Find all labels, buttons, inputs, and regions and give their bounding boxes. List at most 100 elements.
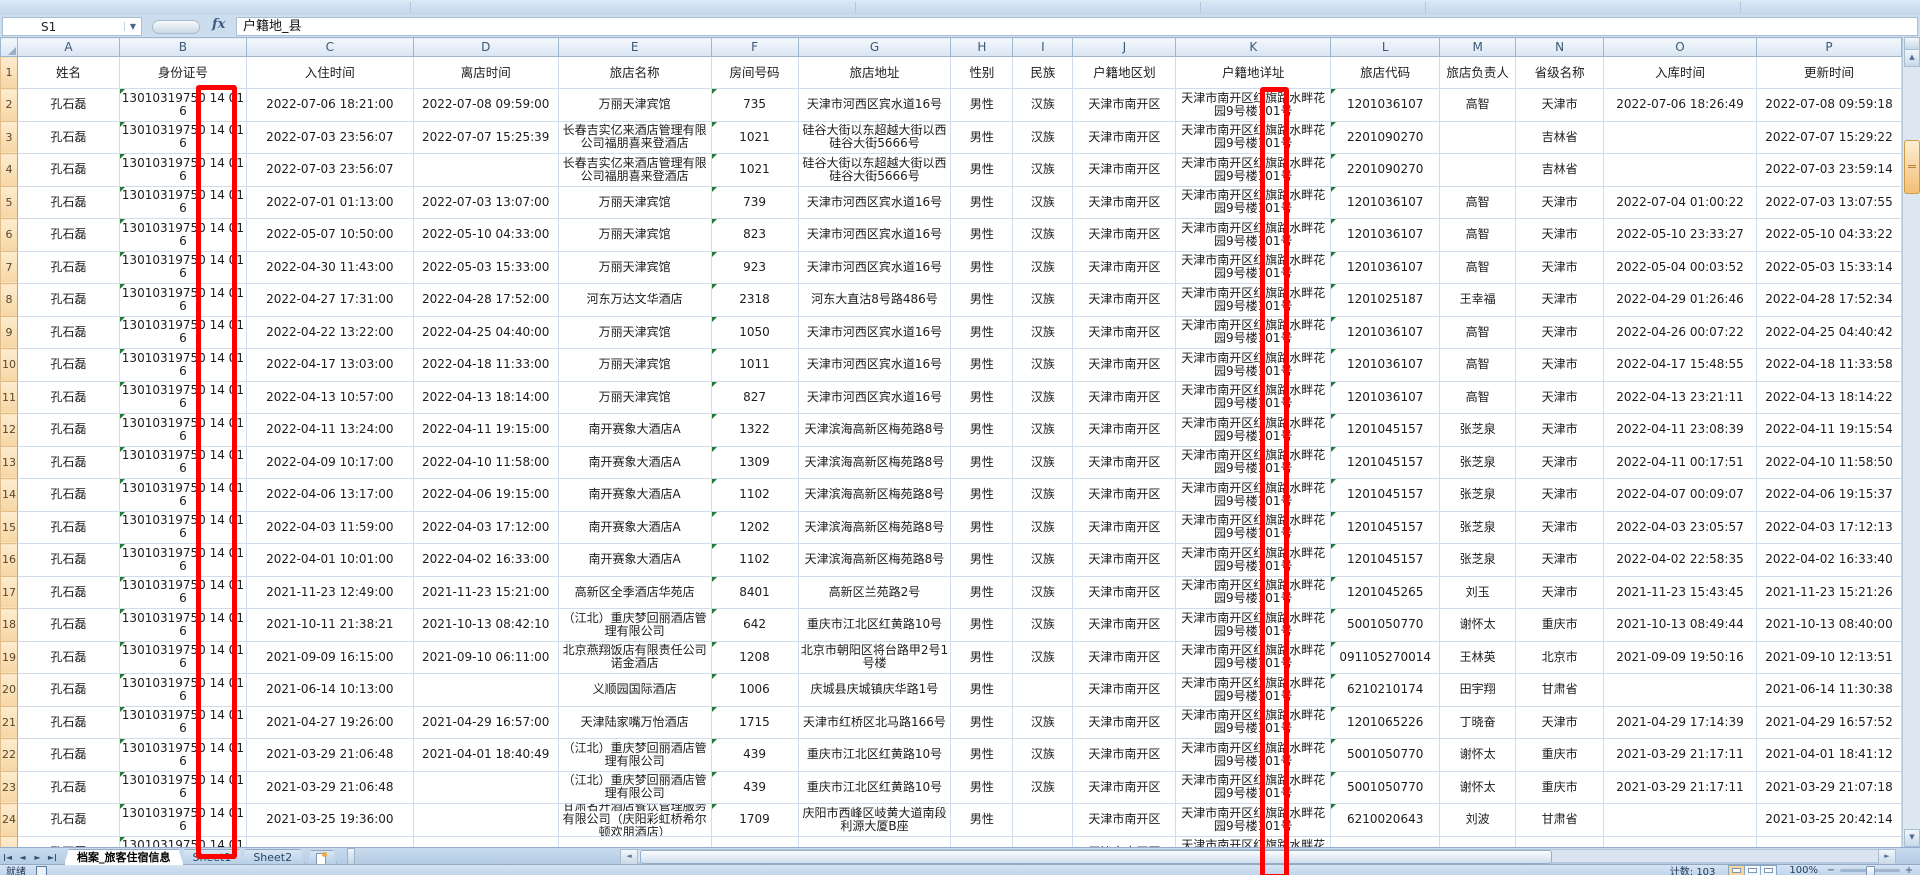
grid-cell[interactable] — [1012, 836, 1074, 847]
grid-cell[interactable]: 天津市南开区红旗路水畔花园9号楼101号 — [1175, 836, 1332, 847]
grid-cell[interactable]: 重庆市江北区红黄路10号 — [798, 608, 952, 642]
grid-cell[interactable]: 1201045157 — [1330, 543, 1441, 577]
grid-cell[interactable] — [1603, 673, 1757, 707]
grid-cell[interactable]: 13010319750 14 016 — [119, 543, 247, 577]
grid-cell[interactable]: 汉族 — [1012, 706, 1074, 739]
grid-cell[interactable]: 2022-04-13 23:21:11 — [1603, 381, 1757, 414]
grid-cell[interactable]: 孔石磊 — [17, 771, 120, 804]
grid-cell[interactable]: 高新区全季酒店华苑店 — [558, 576, 712, 609]
grid-cell[interactable]: 天津市 — [1515, 316, 1605, 349]
grid-cell[interactable]: 甘肃省 — [1515, 803, 1605, 837]
grid-cell[interactable]: 天津滨海高新区梅苑路8号 — [798, 446, 952, 479]
grid-cell[interactable]: 入库时间 — [1603, 56, 1757, 89]
grid-cell[interactable]: 923 — [711, 251, 799, 284]
zoom-slider[interactable] — [1840, 866, 1900, 875]
grid-cell[interactable]: 天津市南开区红旗路水畔花园9号楼101号 — [1175, 706, 1332, 739]
grid-cell[interactable]: 天津市 — [1515, 381, 1605, 414]
grid-cell[interactable]: 户籍地详址 — [1175, 56, 1332, 89]
grid-cell[interactable]: 孔石磊 — [17, 283, 120, 317]
grid-cell[interactable] — [950, 836, 1014, 847]
grid-cell[interactable]: 天津市 — [1515, 543, 1605, 577]
grid-cell[interactable]: 孔石磊 — [17, 218, 120, 252]
grid-cell[interactable]: 天津市南开区红旗路水畔花园9号楼101号 — [1175, 771, 1332, 804]
grid-cell[interactable]: 2022-07-06 18:26:49 — [1603, 88, 1757, 122]
column-header-O[interactable]: O — [1603, 37, 1757, 57]
grid-cell[interactable]: 男性 — [950, 738, 1014, 772]
grid-cell[interactable]: 男性 — [950, 153, 1014, 187]
grid-cell[interactable]: 汉族 — [1012, 543, 1074, 577]
grid-cell[interactable]: 旅店地址 — [798, 56, 952, 89]
grid-cell[interactable]: 孔石磊 — [17, 673, 120, 707]
grid-cell[interactable]: 汉族 — [1012, 153, 1074, 187]
grid-cell[interactable]: 天津市南开区红旗路水畔花园9号楼101号 — [1175, 186, 1332, 219]
grid-cell[interactable]: 2022-07-03 13:07:00 — [413, 186, 559, 219]
grid-cell[interactable]: 汉族 — [1012, 608, 1074, 642]
grid-cell[interactable]: 汉族 — [1012, 186, 1074, 219]
grid-cell[interactable]: 2022-07-04 01:00:22 — [1603, 186, 1757, 219]
grid-cell[interactable]: 1309 — [711, 446, 799, 479]
row-header-14[interactable]: 14 — [0, 478, 18, 512]
grid-cell[interactable]: 庆城县庆城镇庆华路1号 — [798, 673, 952, 707]
grid-cell[interactable]: 民族 — [1012, 56, 1074, 89]
grid-cell[interactable]: 2022-04-26 00:07:22 — [1603, 316, 1757, 349]
grid-cell[interactable]: 13010319750 14 016 — [119, 446, 247, 479]
grid-cell[interactable]: 天津市南开区红旗路水畔花园9号楼101号 — [1175, 478, 1332, 512]
tab-nav-last-button[interactable]: ► — [47, 853, 57, 862]
grid-cell[interactable]: 091105270014 — [1330, 641, 1441, 674]
grid-cell[interactable]: 万丽天津宾馆 — [558, 218, 712, 252]
grid-cell[interactable]: 汉族 — [1012, 771, 1074, 804]
vertical-scrollbar[interactable]: ▲ ▼ — [1902, 37, 1920, 847]
grid-cell[interactable]: 天津滨海高新区梅苑路8号 — [798, 511, 952, 544]
grid-cell[interactable] — [1603, 121, 1757, 154]
grid-cell[interactable]: 13010319750 14 016 — [119, 511, 247, 544]
tab-nav-prev-button[interactable]: ◄ — [19, 853, 26, 862]
grid-cell[interactable]: 2022-04-09 10:17:00 — [246, 446, 414, 479]
grid-cell[interactable]: 孔石磊 — [17, 641, 120, 674]
grid-cell[interactable]: 2022-04-13 18:14:00 — [413, 381, 559, 414]
grid-cell[interactable]: 天津市 — [1515, 511, 1605, 544]
grid-cell[interactable]: 2318 — [711, 283, 799, 317]
grid-cell[interactable]: 2022-04-27 17:31:00 — [246, 283, 414, 317]
grid-cell[interactable]: 姓名 — [17, 56, 120, 89]
grid-cell[interactable] — [558, 836, 712, 847]
sheet-tab-Sheet2[interactable]: Sheet2 — [240, 849, 305, 865]
grid-cell[interactable]: 男性 — [950, 413, 1014, 447]
row-header-2[interactable]: 2 — [0, 88, 18, 122]
grid-cell[interactable]: 长春吉实亿来酒店管理有限公司福朋喜来登酒店 — [558, 153, 712, 187]
grid-cell[interactable]: 827 — [711, 381, 799, 414]
grid-cell[interactable]: 天津市河西区宾水道16号 — [798, 251, 952, 284]
grid-cell[interactable]: 2022-04-11 23:08:39 — [1603, 413, 1757, 447]
grid-cell[interactable]: 13010319750 14 016 — [119, 283, 247, 317]
grid-cell[interactable]: 2021-11-23 15:21:00 — [413, 576, 559, 609]
grid-cell[interactable]: 1201045157 — [1330, 446, 1441, 479]
grid-cell[interactable]: 1322 — [711, 413, 799, 447]
grid-cell[interactable]: 天津市南开区 — [1072, 576, 1177, 609]
grid-cell[interactable]: 2022-04-28 17:52:34 — [1756, 283, 1902, 317]
row-header-9[interactable]: 9 — [0, 315, 18, 349]
grid-cell[interactable]: 旅店负责人 — [1439, 56, 1517, 89]
grid-cell[interactable]: 天津市南开区 — [1072, 738, 1177, 772]
grid-cell[interactable] — [413, 771, 559, 804]
grid-cell[interactable]: 汉族 — [1012, 641, 1074, 674]
grid-cell[interactable]: 男性 — [950, 446, 1014, 479]
grid-cell[interactable]: 天津市南开区红旗路水畔花园9号楼101号 — [1175, 576, 1332, 609]
grid-cell[interactable]: 天津市南开区 — [1072, 673, 1177, 707]
grid-cell[interactable]: 王林英 — [1439, 641, 1517, 674]
grid-cell[interactable]: 1006 — [711, 673, 799, 707]
grid-cell[interactable]: 房间号码 — [711, 56, 799, 89]
grid-cell[interactable]: 天津市南开区 — [1072, 836, 1177, 847]
grid-cell[interactable]: 天津市 — [1515, 283, 1605, 317]
grid-cell[interactable]: 2021-09-10 12:13:51 — [1756, 641, 1902, 674]
grid-cell[interactable]: 天津陆家嘴万怡酒店 — [558, 706, 712, 739]
row-header-1[interactable]: 1 — [0, 56, 18, 89]
grid-cell[interactable]: 2022-04-06 19:15:37 — [1756, 478, 1902, 512]
grid-cell[interactable]: 1021 — [711, 121, 799, 154]
column-header-E[interactable]: E — [557, 37, 712, 57]
grid-cell[interactable]: 1021 — [711, 153, 799, 187]
zoom-slider-thumb[interactable] — [1866, 866, 1875, 875]
grid-cell[interactable]: 汉族 — [1012, 381, 1074, 414]
insert-worksheet-tab[interactable] — [307, 850, 337, 865]
grid-cell[interactable]: 天津市 — [1515, 446, 1605, 479]
grid-cell[interactable]: 天津市南开区红旗路水畔花园9号楼101号 — [1175, 316, 1332, 349]
grid-cell[interactable]: 2021-09-09 16:15:00 — [246, 641, 414, 674]
